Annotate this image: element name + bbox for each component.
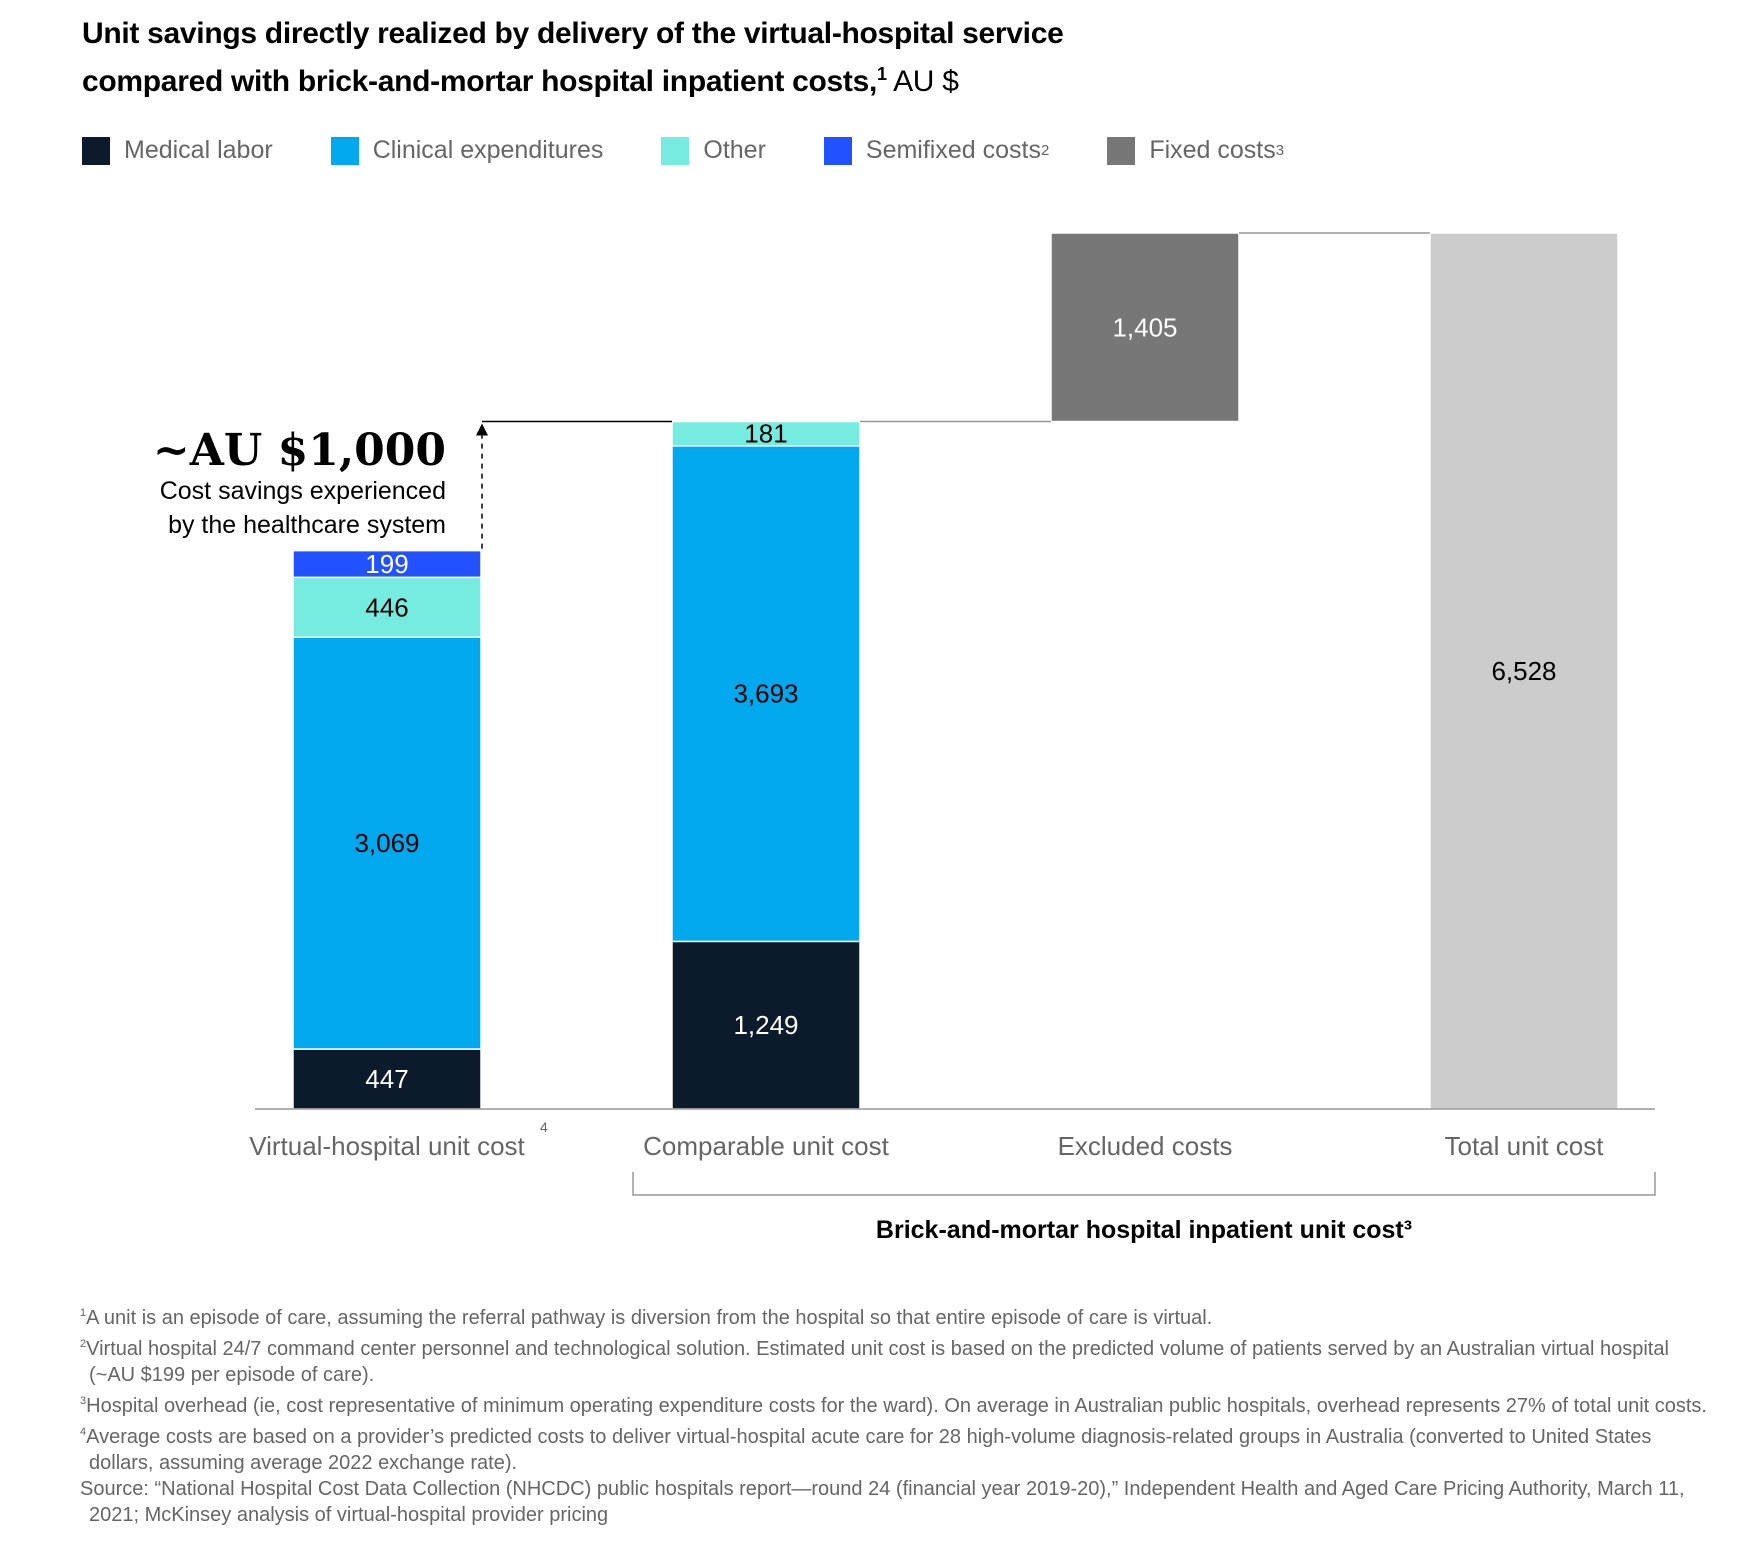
footnote-text: Virtual hospital 24/7 command center per… [86,1338,1669,1386]
x-tick-label: Total unit cost [1445,1131,1605,1161]
data-label: 181 [744,419,787,449]
bar-segment [671,940,861,1110]
footnotes: 1A unit is an episode of care, assuming … [80,1300,1720,1528]
x-tick-label: Comparable unit cost [643,1131,889,1161]
title-line-2-text: compared with brick-and-mortar hospital … [82,65,877,98]
legend: Medical labor Clinical expenditures Other S… [82,136,1342,165]
data-label: 6,528 [1491,656,1556,686]
footnote: 1A unit is an episode of care, assuming … [80,1300,1720,1331]
footnote-number: 2 [80,1338,87,1350]
arrow-up-icon [476,423,488,436]
savings-caption: Cost savings experienced [160,477,446,505]
data-label: 199 [365,549,408,579]
footnote: 2Virtual hospital 24/7 command center pe… [80,1331,1720,1388]
legend-item: Other [661,136,766,165]
title-line-2: compared with brick-and-mortar hospital … [82,54,1063,102]
legend-swatch [1107,136,1136,165]
bar-segment [1050,232,1240,423]
footnote: Source: “National Hospital Cost Data Col… [80,1476,1720,1528]
footnote: 3Hospital overhead (ie, cost representat… [80,1388,1720,1419]
data-label: 3,069 [354,828,419,858]
legend-swatch [82,136,110,165]
legend-label: Clinical expenditures [372,136,604,164]
bar-segment [292,549,482,579]
footnote-number: 1 [80,1307,87,1319]
title-unit: AU $ [886,65,959,98]
savings-caption: by the healthcare system [168,511,446,539]
bar-segment [671,445,861,943]
title-line-1: Unit savings directly realized by delive… [82,17,1064,50]
bar-segment [671,420,861,447]
legend-item: Clinical expenditures [330,136,604,165]
chart-title: Unit savings directly realized by delive… [82,14,1064,102]
group-bracket [632,1172,1656,1196]
legend-item: Fixed costs 3 [1107,136,1284,165]
legend-swatch [823,136,852,165]
group-label: Brick-and-mortar hospital inpatient unit… [876,1216,1412,1244]
footnote-text: Hospital overhead (ie, cost representati… [86,1395,1707,1417]
data-label: 1,249 [733,1010,798,1040]
legend-sup: 2 [1040,142,1050,159]
bar-segment [292,636,482,1050]
x-tick-label: Excluded costs [1058,1131,1233,1161]
footnote: 4Average costs are based on a provider’s… [80,1419,1720,1476]
legend-label: Other [703,136,766,164]
footnote-text: Source: “National Hospital Cost Data Col… [80,1478,1685,1526]
savings-value: ~AU $1,000 [153,425,446,476]
data-label: 3,693 [733,679,798,709]
footnote-text: A unit is an episode of care, assuming t… [86,1307,1213,1329]
data-label: 447 [365,1064,408,1094]
x-tick-label: Virtual-hospital unit cost [249,1131,525,1161]
legend-label: Medical labor [124,136,273,164]
legend-item: Semifixed costs 2 [823,136,1050,165]
footnote-text: Average costs are based on a provider’s … [86,1426,1652,1474]
bar-segment [292,1048,482,1110]
data-label: 446 [365,592,408,622]
x-tick-sup: 4 [540,1119,548,1135]
title-sup: 1 [877,64,887,84]
legend-label: Fixed costs [1149,136,1276,164]
data-label: 1,405 [1112,312,1177,342]
footnote-number: 3 [80,1395,87,1407]
chart: 447 3,069 446 199 Virtual-hospital unit cost… [153,232,1656,1244]
legend-label: Semifixed costs [865,136,1041,164]
legend-sup: 3 [1275,142,1285,159]
footnote-number: 4 [80,1426,87,1438]
legend-swatch [661,136,690,165]
legend-swatch [330,136,359,165]
legend-item: Medical labor [82,136,273,165]
